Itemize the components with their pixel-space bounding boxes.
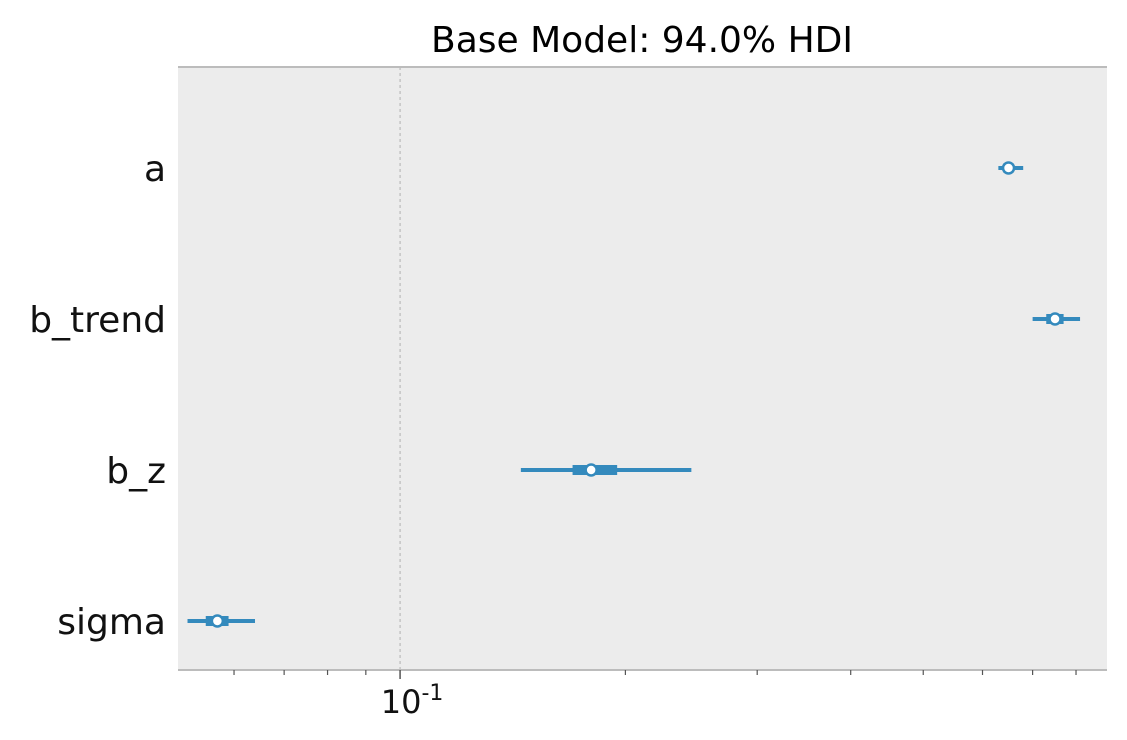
- x-axis-ticks: 10-1: [233, 670, 1077, 721]
- plot-area: [178, 67, 1107, 670]
- mean-point-a: [1001, 161, 1016, 175]
- y-label-sigma: sigma: [57, 602, 166, 643]
- y-label-a: a: [144, 149, 166, 190]
- y-label-b-trend: b_trend: [29, 300, 166, 341]
- estimate-sigma: [187, 614, 256, 628]
- mean-point-b-trend: [1048, 312, 1062, 326]
- estimate-b-z: [520, 463, 692, 477]
- estimate-b-trend: [1032, 312, 1081, 326]
- estimate-a: [998, 161, 1024, 175]
- interval-marks: [187, 161, 1081, 628]
- y-label-b-z: b_z: [106, 451, 166, 492]
- chart-title: Base Model: 94.0% HDI: [431, 20, 853, 61]
- mean-point-b-z: [584, 463, 598, 477]
- mean-point-sigma: [210, 614, 225, 628]
- x-tick-label-0: 10-1: [381, 681, 444, 721]
